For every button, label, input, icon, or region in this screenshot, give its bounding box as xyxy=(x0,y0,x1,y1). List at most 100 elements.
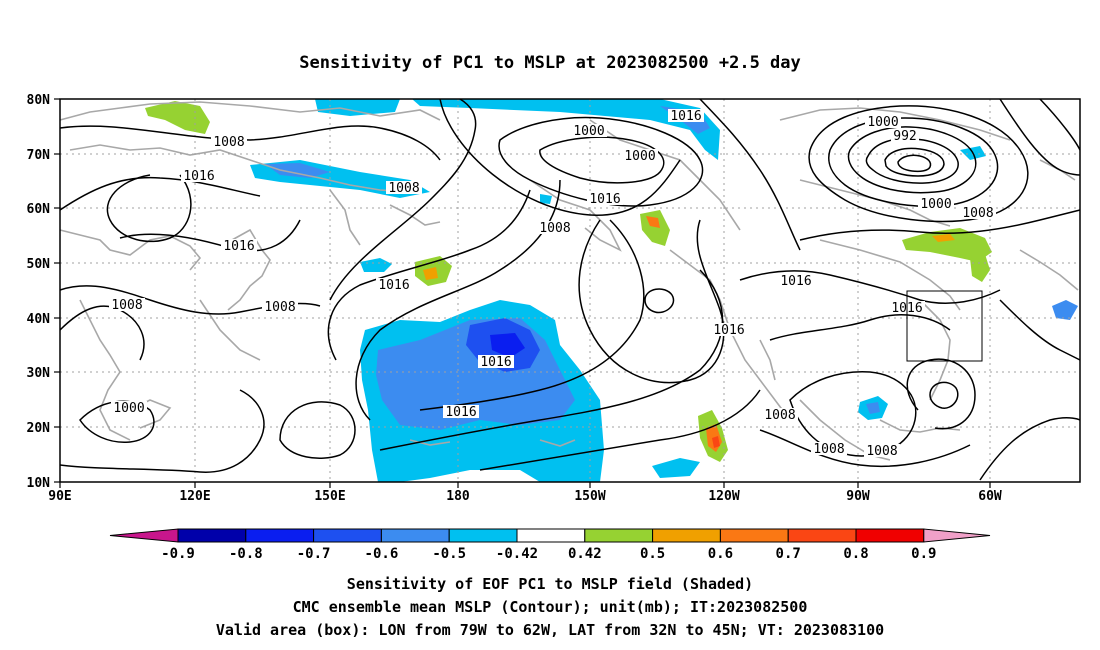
contour-label: 1000 xyxy=(867,115,898,130)
contour-label: 1016 xyxy=(480,355,511,370)
contour-label-bg xyxy=(181,169,217,182)
lon-label: 90E xyxy=(48,489,71,504)
lat-label: 50N xyxy=(27,257,51,272)
contour-label: 1016 xyxy=(183,169,214,184)
contour-label-bg xyxy=(571,124,607,137)
contour-label: 1008 xyxy=(866,444,897,459)
contour-label-bg xyxy=(221,239,257,252)
contour-label: 1016 xyxy=(670,109,701,124)
lat-label: 40N xyxy=(27,312,51,327)
lon-label: 150E xyxy=(314,489,345,504)
colorbar-label: -0.7 xyxy=(297,546,331,562)
contour-label: 1008 xyxy=(764,408,795,423)
shading-blue-pacific-deep xyxy=(490,333,525,358)
contour-label-bg xyxy=(587,192,623,205)
contour-label: 1000 xyxy=(920,197,951,212)
colorbar-label: 0.5 xyxy=(640,546,665,562)
colorbar-label: 0.8 xyxy=(843,546,868,562)
contour-label-bg xyxy=(864,444,900,457)
colorbar-label: 0.9 xyxy=(911,546,936,562)
contour-label-bg xyxy=(443,405,479,418)
colorbar-segment xyxy=(245,528,315,543)
colorbar-label: 0.6 xyxy=(708,546,733,562)
mslp-contours xyxy=(59,98,1081,481)
contour-label-bg xyxy=(960,206,996,219)
colorbar-label: -0.9 xyxy=(161,546,195,562)
contour-label-bg xyxy=(711,323,747,336)
axis-ticks xyxy=(54,98,991,488)
colorbar: -0.9 -0.8 -0.7 -0.6 -0.5 -0.42 0.42 0.5 0.6 0.7 0.… xyxy=(109,528,991,562)
contour-label: 992 xyxy=(893,129,916,144)
contour-label-bg xyxy=(211,135,247,148)
colorbar-segment xyxy=(177,528,247,543)
shading-blue-siberia-core xyxy=(265,163,330,178)
colorbar-label: -0.6 xyxy=(365,546,399,562)
colorbar-segment xyxy=(652,528,721,543)
shading-red-mexico xyxy=(712,436,720,448)
lon-label: 120E xyxy=(179,489,210,504)
shading-orange-hudson xyxy=(932,234,955,242)
lon-label: 180 xyxy=(446,489,470,504)
contour-label: 1016 xyxy=(223,239,254,254)
figure-title: Sensitivity of PC1 to MSLP at 2023082500… xyxy=(299,53,801,73)
caption-line-2: CMC ensemble mean MSLP (Contour); unit(m… xyxy=(293,598,808,616)
shading-green-hudson xyxy=(902,228,992,262)
contour-label: 1008 xyxy=(388,181,419,196)
colorbar-label: -0.5 xyxy=(432,546,466,562)
contour-label: 1016 xyxy=(445,405,476,420)
contour-label: 1008 xyxy=(264,300,295,315)
colorbar-label: 0.42 xyxy=(568,546,602,562)
contour-label: 1008 xyxy=(813,442,844,457)
colorbar-segment xyxy=(313,528,382,543)
contour-label: 1016 xyxy=(378,278,409,293)
lon-label: 150W xyxy=(574,489,605,504)
contour-label: 1016 xyxy=(713,323,744,338)
contour-label-group: 1008 1016 1016 1008 1000 1008 1000 1016 1008 1016… xyxy=(109,109,996,459)
colorbar-segment xyxy=(380,528,450,543)
contour-label: 1016 xyxy=(589,192,620,207)
coastlines xyxy=(59,101,1079,461)
contour-label: 1008 xyxy=(111,298,142,313)
colorbar-segment xyxy=(448,528,518,543)
contour-label-bg xyxy=(865,115,901,128)
contour-label: 1008 xyxy=(539,221,570,236)
colorbar-segment xyxy=(855,528,925,543)
longitude-labels: 90E 120E 150E 180 150W 120W 90W 60W xyxy=(48,489,1002,504)
lat-label: 20N xyxy=(27,421,51,436)
colorbar-segment xyxy=(787,528,857,543)
contour-label: 1016 xyxy=(780,274,811,289)
contour-label-bg xyxy=(111,401,147,414)
caption-line-1: Sensitivity of EOF PC1 to MSLP field (Sh… xyxy=(347,575,753,593)
shading-blue-patch-2 xyxy=(540,194,552,204)
colorbar-low-extend xyxy=(109,528,179,543)
caption-line-3: Valid area (box): LON from 79W to 62W, L… xyxy=(216,621,884,639)
contour-label-bg xyxy=(376,278,412,291)
latitude-labels: 80N 70N 60N 50N 40N 30N 20N 10N xyxy=(27,93,51,491)
colorbar-label: 0.7 xyxy=(776,546,801,562)
lon-label: 90W xyxy=(846,489,870,504)
shading-blue-atlantic xyxy=(1052,300,1078,320)
valid-area-box xyxy=(906,290,983,362)
contour-label: 1008 xyxy=(213,135,244,150)
colorbar-label: -0.8 xyxy=(229,546,263,562)
contour-label: 1000 xyxy=(573,124,604,139)
contour-label-bg xyxy=(762,408,798,421)
lat-label: 30N xyxy=(27,366,51,381)
lon-label: 60W xyxy=(978,489,1002,504)
contour-label-bg xyxy=(109,298,145,311)
graticule xyxy=(60,99,1080,482)
shading-blue-patch-1 xyxy=(360,258,392,272)
map-panel: 1008 1016 1016 1008 1000 1008 1000 1016 1008 1016… xyxy=(27,93,1081,504)
contour-label: 1000 xyxy=(113,401,144,416)
contour-label-bg xyxy=(891,129,919,142)
shading-blue-arctic-east xyxy=(412,99,720,160)
shading-orange-bering xyxy=(423,267,438,280)
lat-label: 70N xyxy=(27,148,51,163)
map-frame xyxy=(59,98,1081,483)
lat-label: 10N xyxy=(27,476,51,491)
lon-label: 120W xyxy=(708,489,739,504)
colorbar-label: -0.42 xyxy=(496,546,538,562)
lat-label: 80N xyxy=(27,93,51,108)
shading-green-labrador xyxy=(970,254,990,282)
